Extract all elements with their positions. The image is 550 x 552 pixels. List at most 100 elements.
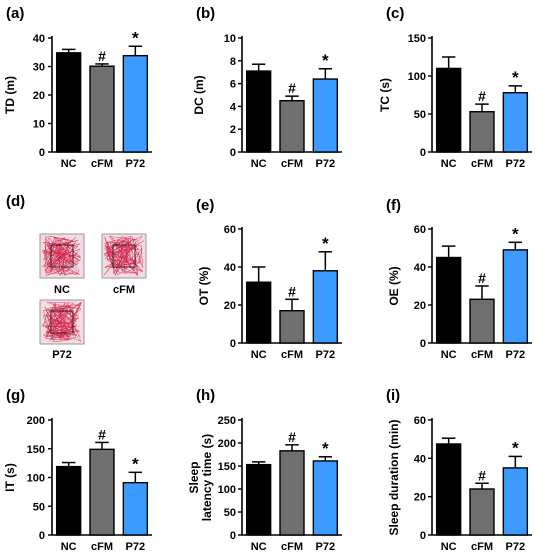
bar-P72 <box>312 460 339 536</box>
significance-hash: # <box>478 88 486 104</box>
y-tick-label: 10 <box>33 119 45 131</box>
significance-hash: # <box>478 270 486 286</box>
x-tick-label: cFM <box>471 349 493 361</box>
x-tick-label: cFM <box>281 541 303 552</box>
y-tick-label: 60 <box>414 224 426 236</box>
y-tick-label: 60 <box>414 415 426 427</box>
x-tick-label: P72 <box>506 158 526 170</box>
bar-P72 <box>122 481 149 536</box>
significance-hash: # <box>288 283 296 299</box>
panel-label: (h) <box>196 387 215 404</box>
center-zone-outline <box>112 244 136 268</box>
significance-asterisk: * <box>322 234 329 253</box>
bar-chart-i: (i) Sleep duration (min) 0 20 40 60 NC # cFM * P72 <box>386 387 532 552</box>
y-axis-label: TC (s) <box>378 78 392 112</box>
significance-asterisk: * <box>512 224 519 243</box>
x-tick-label: cFM <box>91 158 113 170</box>
panel-label-d: (d) <box>6 193 25 210</box>
panel-label: (g) <box>6 387 25 404</box>
track-label: NC <box>54 284 70 296</box>
bar-P72 <box>502 467 529 536</box>
y-axis-label: OE (%) <box>387 266 401 305</box>
y-axis-label: Sleep duration (min) <box>387 419 401 535</box>
y-tick-label: 0 <box>420 147 426 159</box>
y-axis-label: DC (m) <box>192 75 206 114</box>
y-tick-label: 150 <box>408 33 426 45</box>
y-tick-label: 0 <box>39 147 45 159</box>
x-tick-label: P72 <box>506 541 526 552</box>
y-axis-label: OT (%) <box>197 267 211 306</box>
x-tick-label: NC <box>61 541 77 552</box>
bar-NC <box>55 52 82 153</box>
x-tick-label: cFM <box>91 541 113 552</box>
y-tick-label: 40 <box>414 453 426 465</box>
y-tick-label: 50 <box>33 501 45 513</box>
panel-label: (a) <box>6 5 24 22</box>
x-tick-label: cFM <box>471 158 493 170</box>
bar-P72 <box>502 92 529 153</box>
y-tick-label: 100 <box>408 71 426 83</box>
bar-NC <box>435 443 462 536</box>
x-tick-label: cFM <box>471 541 493 552</box>
y-tick-label: 200 <box>27 415 45 427</box>
y-tick-label: 20 <box>414 492 426 504</box>
bar-cFM <box>279 310 305 344</box>
x-tick-label: P72 <box>506 349 526 361</box>
x-tick-label: cFM <box>281 349 303 361</box>
y-tick-label: 10 <box>224 33 236 45</box>
bar-NC <box>435 256 462 344</box>
center-zone-outline <box>50 310 74 334</box>
y-tick-label: 150 <box>218 461 236 473</box>
panel-label: (e) <box>196 197 214 214</box>
bar-chart-h: (h) Sleeplatency time (s) 0 50 100 150 200 250 N… <box>187 387 342 552</box>
bar-NC <box>55 465 82 536</box>
significance-hash: # <box>288 80 296 96</box>
track-thumbnail-cFM: cFM <box>101 233 147 296</box>
y-axis-label-line: latency time (s) <box>200 434 214 521</box>
y-tick-label: 20 <box>224 300 236 312</box>
y-tick-label: 20 <box>414 300 426 312</box>
y-tick-label: 0 <box>230 147 236 159</box>
significance-hash: # <box>478 467 486 483</box>
x-tick-label: NC <box>61 158 77 170</box>
y-tick-label: 0 <box>420 338 426 350</box>
bar-cFM <box>469 111 495 153</box>
bar-NC <box>435 67 462 153</box>
x-tick-label: NC <box>441 349 457 361</box>
y-tick-label: 20 <box>33 90 45 102</box>
bar-NC <box>245 281 272 344</box>
y-tick-label: 40 <box>224 262 236 274</box>
movement-trace <box>41 301 82 342</box>
y-tick-label: 250 <box>218 415 236 427</box>
track-label: P72 <box>52 349 72 361</box>
y-tick-label: 40 <box>33 33 45 45</box>
bar-NC <box>245 463 272 536</box>
y-tick-label: 60 <box>224 224 236 236</box>
significance-asterisk: * <box>512 68 519 87</box>
track-thumbnail-P72: P72 <box>39 299 85 361</box>
track-label: cFM <box>113 284 135 296</box>
bar-chart-b: (b) DC (m) 0 2 4 6 8 10 NC # cFM * P72 <box>192 5 342 170</box>
y-tick-label: 0 <box>420 530 426 542</box>
significance-asterisk: * <box>322 439 329 458</box>
panel-label: (i) <box>386 387 400 404</box>
y-tick-label: 0 <box>39 530 45 542</box>
significance-hash: # <box>98 426 106 442</box>
x-tick-label: P72 <box>316 158 336 170</box>
y-tick-label: 150 <box>27 444 45 456</box>
bar-cFM <box>89 65 115 153</box>
panel-label: (b) <box>196 5 215 22</box>
significance-hash: # <box>98 48 106 64</box>
center-zone-outline <box>50 244 74 268</box>
y-tick-label: 0 <box>230 338 236 350</box>
panel-label: (f) <box>386 197 401 214</box>
y-axis-label: Sleeplatency time (s) <box>187 434 214 521</box>
y-tick-label: 50 <box>224 507 236 519</box>
significance-asterisk: * <box>132 454 139 473</box>
movement-trace <box>41 235 82 277</box>
y-axis-label: TD (m) <box>3 76 17 114</box>
locomotion-track-panel: (d) NC cFM P72 <box>6 193 147 361</box>
significance-hash: # <box>288 429 296 445</box>
bar-cFM <box>469 298 495 344</box>
y-tick-label: 30 <box>33 62 45 74</box>
